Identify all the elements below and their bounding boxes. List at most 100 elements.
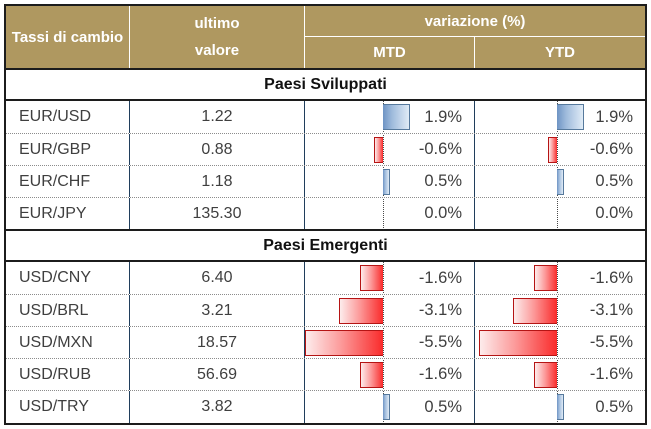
pct-value: 0.5%	[424, 397, 462, 416]
mtd-cell: 0.5%	[305, 166, 475, 197]
header-variation-title: variazione (%)	[305, 6, 645, 37]
pct-value: -0.6%	[418, 140, 462, 158]
data-bar	[548, 137, 557, 163]
pair-label: EUR/JPY	[6, 198, 130, 229]
pct-value: -1.6%	[418, 365, 462, 383]
zero-axis-line	[557, 134, 558, 165]
zero-axis-line	[557, 198, 558, 229]
table-row: USD/MXN 18.57 -5.5% -5.5%	[6, 326, 645, 358]
zero-axis-line	[383, 327, 384, 358]
pct-value: 1.9%	[424, 107, 462, 126]
pct-value: 0.5%	[595, 172, 633, 190]
zero-axis-line	[383, 359, 384, 390]
mtd-cell: -0.6%	[305, 134, 475, 165]
mtd-cell: 0.0%	[305, 198, 475, 229]
table-row: USD/BRL 3.21 -3.1% -3.1%	[6, 294, 645, 326]
data-bar	[557, 394, 564, 420]
header-variation-subrow: MTD YTD	[305, 37, 645, 68]
mtd-cell: -1.6%	[305, 359, 475, 390]
header-mtd-column: MTD	[305, 37, 475, 68]
pct-value: -0.6%	[589, 140, 633, 158]
data-bar	[513, 298, 557, 324]
exchange-rate-table: Tassi di cambio ultimo valore variazione…	[4, 4, 647, 425]
data-bar	[374, 137, 383, 163]
last-value: 3.82	[130, 391, 305, 423]
data-bar	[479, 330, 557, 356]
data-bar	[360, 362, 383, 388]
pct-value: 1.9%	[595, 107, 633, 126]
last-value: 1.18	[130, 166, 305, 197]
data-bar	[383, 169, 390, 195]
zero-axis-line	[383, 295, 384, 326]
pct-value: -5.5%	[418, 333, 462, 351]
data-bar	[534, 265, 557, 291]
data-bar	[305, 330, 383, 356]
last-value: 0.88	[130, 134, 305, 165]
table-row: EUR/CHF 1.18 0.5% 0.5%	[6, 165, 645, 197]
pct-value: 0.0%	[424, 204, 462, 222]
table-row: USD/CNY 6.40 -1.6% -1.6%	[6, 262, 645, 294]
table-row: EUR/USD 1.22 1.9% 1.9%	[6, 101, 645, 133]
pair-label: EUR/GBP	[6, 134, 130, 165]
zero-axis-line	[557, 327, 558, 358]
header-last-value-column: ultimo valore	[130, 6, 305, 68]
header-pair-column: Tassi di cambio	[6, 6, 130, 68]
last-value: 18.57	[130, 327, 305, 358]
pair-label: USD/MXN	[6, 327, 130, 358]
pair-label: USD/TRY	[6, 391, 130, 423]
table-row: EUR/GBP 0.88 -0.6% -0.6%	[6, 133, 645, 165]
data-bar	[557, 104, 584, 130]
last-value: 6.40	[130, 262, 305, 294]
pct-value: 0.0%	[595, 204, 633, 222]
header-variation-group: variazione (%) MTD YTD	[305, 6, 645, 68]
data-bar	[557, 169, 564, 195]
last-value: 135.30	[130, 198, 305, 229]
ytd-cell: -5.5%	[475, 327, 645, 358]
data-bar	[360, 265, 383, 291]
pct-value: -3.1%	[418, 301, 462, 319]
ytd-cell: -3.1%	[475, 295, 645, 326]
last-value: 1.22	[130, 101, 305, 133]
header-last-value-line1: ultimo	[194, 15, 240, 33]
pct-value: -1.6%	[418, 268, 462, 287]
section-header-row: Paesi Sviluppati	[6, 68, 645, 101]
section-header-row: Paesi Emergenti	[6, 229, 645, 262]
data-bar	[534, 362, 557, 388]
last-value: 3.21	[130, 295, 305, 326]
table-row: USD/TRY 3.82 0.5% 0.5%	[6, 390, 645, 423]
zero-axis-line	[557, 295, 558, 326]
pair-label: EUR/USD	[6, 101, 130, 133]
mtd-cell: -1.6%	[305, 262, 475, 294]
pct-value: 0.5%	[424, 172, 462, 190]
section-title: Paesi Emergenti	[263, 236, 388, 254]
ytd-cell: 0.5%	[475, 166, 645, 197]
table-row: EUR/JPY 135.30 0.0% 0.0%	[6, 197, 645, 229]
header-last-value-line2: valore	[194, 41, 240, 59]
pair-label: USD/BRL	[6, 295, 130, 326]
section-title: Paesi Sviluppati	[264, 75, 387, 93]
zero-axis-line	[383, 198, 384, 229]
last-value: 56.69	[130, 359, 305, 390]
pct-value: -3.1%	[589, 301, 633, 319]
header-ytd-column: YTD	[545, 44, 575, 61]
ytd-cell: -1.6%	[475, 359, 645, 390]
pct-value: 0.5%	[595, 397, 633, 416]
ytd-cell: -1.6%	[475, 262, 645, 294]
data-bar	[383, 104, 410, 130]
mtd-cell: 1.9%	[305, 101, 475, 133]
pair-label: EUR/CHF	[6, 166, 130, 197]
table-row: USD/RUB 56.69 -1.6% -1.6%	[6, 358, 645, 390]
ytd-cell: 1.9%	[475, 101, 645, 133]
pair-label: USD/RUB	[6, 359, 130, 390]
ytd-cell: 0.0%	[475, 198, 645, 229]
mtd-cell: -3.1%	[305, 295, 475, 326]
zero-axis-line	[383, 262, 384, 294]
pct-value: -1.6%	[589, 268, 633, 287]
ytd-cell: -0.6%	[475, 134, 645, 165]
pct-value: -1.6%	[589, 365, 633, 383]
zero-axis-line	[383, 134, 384, 165]
data-bar	[339, 298, 383, 324]
zero-axis-line	[557, 262, 558, 294]
mtd-cell: -5.5%	[305, 327, 475, 358]
table-header: Tassi di cambio ultimo valore variazione…	[6, 6, 645, 68]
